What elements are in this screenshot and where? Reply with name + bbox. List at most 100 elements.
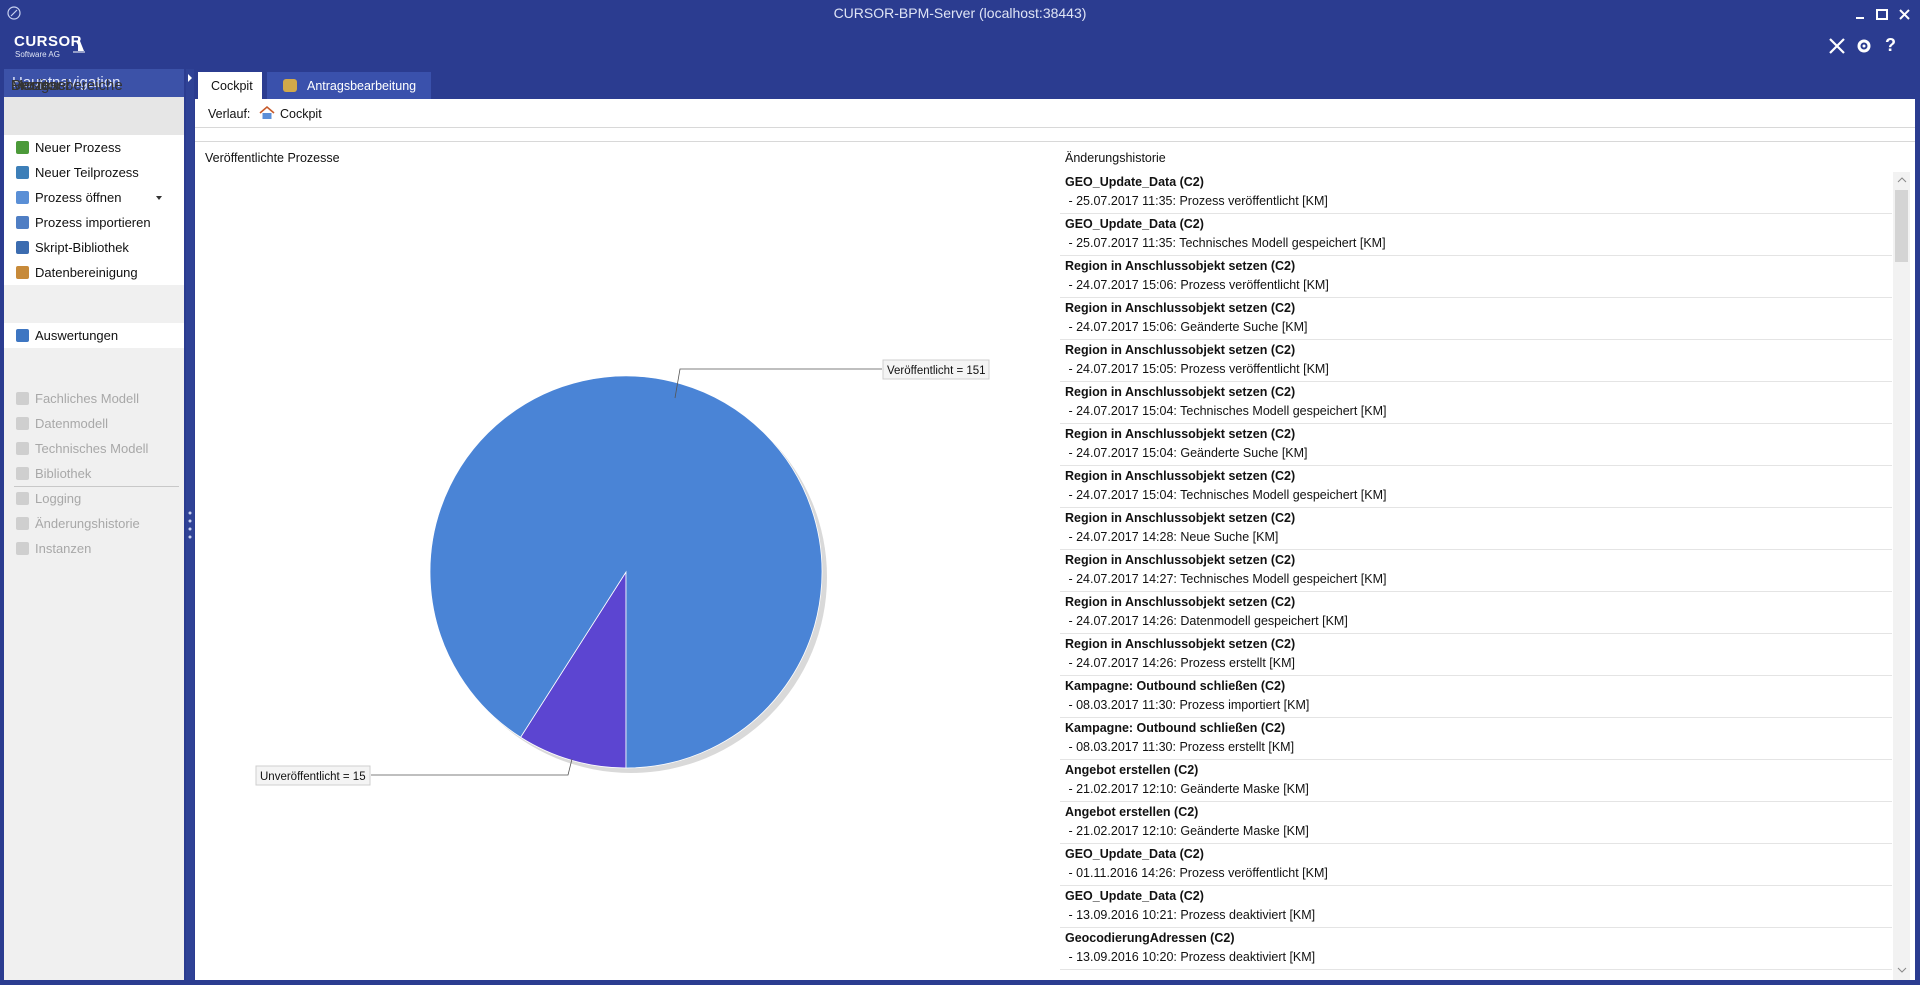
history-entry[interactable]: Region in Anschlussobjekt setzen (C2) - … — [1060, 424, 1892, 466]
nav-label: Datenmodell — [35, 416, 108, 431]
nav-label: Neuer Prozess — [35, 140, 121, 155]
history-entry-title: Region in Anschlussobjekt setzen (C2) — [1065, 427, 1296, 441]
history-entry-title: Region in Anschlussobjekt setzen (C2) — [1065, 637, 1296, 651]
history-entry-title: Kampagne: Outbound schließen (C2) — [1065, 679, 1286, 693]
history-entry[interactable]: Region in Anschlussobjekt setzen (C2) - … — [1060, 592, 1892, 634]
nav-item[interactable]: Neuer Teilprozess — [4, 160, 184, 185]
nav-icon — [16, 442, 29, 455]
navigation-panel: Hauptnavigation Designer Neuer Prozess Neu… — [4, 69, 184, 980]
tab[interactable]: Antragsbearbeitung — [267, 72, 431, 99]
history-entry[interactable]: Region in Anschlussobjekt setzen (C2) - … — [1060, 550, 1892, 592]
help-button[interactable]: ? — [1885, 35, 1896, 55]
tab-label: Cockpit — [211, 79, 253, 93]
scroll-up[interactable] — [1897, 176, 1907, 184]
tab-label: Antragsbearbeitung — [307, 79, 417, 93]
history-entry-title: Region in Anschlussobjekt setzen (C2) — [1065, 511, 1296, 525]
history-entry-detail: - 24.07.2017 14:28: Neue Suche [KM] — [1065, 530, 1279, 544]
nav-label: Logging — [35, 491, 82, 506]
history-entry[interactable]: Region in Anschlussobjekt setzen (C2) - … — [1060, 382, 1892, 424]
history-entry-detail: - 24.07.2017 15:05: Prozess veröffentlic… — [1065, 362, 1329, 376]
history-entry[interactable]: Angebot erstellen (C2) - 21.02.2017 12:1… — [1060, 760, 1892, 802]
history-entry-title: Kampagne: Outbound schließen (C2) — [1065, 721, 1286, 735]
nav-label: Änderungshistorie — [35, 516, 140, 531]
collapse-arrow[interactable] — [187, 71, 193, 85]
history-entry[interactable]: Kampagne: Outbound schließen (C2) - 08.0… — [1060, 676, 1892, 718]
history-entry[interactable]: Region in Anschlussobjekt setzen (C2) - … — [1060, 634, 1892, 676]
history-entry[interactable]: GEO_Update_Data (C2) - 13.09.2016 10:21:… — [1060, 886, 1892, 928]
nav-label: Datenbereinigung — [35, 265, 138, 280]
maximize-button[interactable] — [1876, 9, 1888, 20]
nav-item[interactable]: Auswertungen — [4, 323, 184, 348]
history-entry-detail: - 25.07.2017 11:35: Prozess veröffentlic… — [1065, 194, 1328, 208]
history-entry[interactable]: GEO_Update_Data (C2) - 25.07.2017 11:35:… — [1060, 172, 1892, 214]
nav-item[interactable]: Datenbereinigung — [4, 260, 184, 285]
nav-item[interactable]: Skript-Bibliothek — [4, 235, 184, 260]
nav-icon — [16, 191, 29, 204]
history-entry[interactable]: Angebot erstellen (C2) - 21.02.2017 12:1… — [1060, 802, 1892, 844]
history-entry-detail: - 24.07.2017 15:06: Geänderte Suche [KM] — [1065, 320, 1308, 334]
history-entry-detail: - 21.02.2017 12:10: Geänderte Maske [KM] — [1065, 824, 1309, 838]
splitter[interactable] — [186, 69, 194, 980]
history-entry-title: Region in Anschlussobjekt setzen (C2) — [1065, 469, 1296, 483]
tools-icon[interactable] — [1828, 37, 1846, 55]
navigation-title: Hauptnavigation — [12, 74, 121, 91]
history-entry[interactable]: Region in Anschlussobjekt setzen (C2) - … — [1060, 256, 1892, 298]
scrollbar[interactable] — [1893, 172, 1910, 980]
history-entry[interactable]: GeocodierungAdressen (C2) - 13.09.2016 1… — [1060, 928, 1892, 970]
content-area: Verlauf: Cockpit Veröffentlichte Prozess… — [195, 99, 1915, 980]
pie-slice — [520, 570, 627, 769]
nav-item: Technisches Modell — [4, 436, 184, 461]
history-entry-title: Region in Anschlussobjekt setzen (C2) — [1065, 595, 1296, 609]
history-entry[interactable]: Kampagne: Outbound schließen (C2) - 08.0… — [1060, 718, 1892, 760]
nav-label: Prozess öffnen — [35, 190, 122, 205]
logo-name: CURSOR — [14, 33, 83, 50]
leader-line — [371, 758, 573, 776]
nav-item: Änderungshistorie — [4, 511, 184, 536]
close-button[interactable] — [1899, 9, 1910, 20]
nav-label: Bibliothek — [35, 466, 92, 481]
nav-item: Datenmodell — [4, 411, 184, 436]
settings-icon[interactable] — [1855, 37, 1873, 55]
title-bar: CURSOR-BPM-Server (localhost:38443) CURS… — [0, 0, 1920, 67]
nav-item[interactable]: Prozess öffnen — [4, 185, 184, 210]
nav-item: Logging — [4, 486, 184, 511]
history-entry-title: GEO_Update_Data (C2) — [1065, 217, 1204, 231]
scroll-thumb[interactable] — [1895, 190, 1908, 262]
history-entry[interactable]: Region in Anschlussobjekt setzen (C2) - … — [1060, 508, 1892, 550]
history-entry-title: Angebot erstellen (C2) — [1065, 805, 1199, 819]
scroll-down[interactable] — [1897, 966, 1907, 974]
nav-item[interactable]: Neuer Prozess — [4, 135, 184, 160]
breadcrumb-item[interactable]: Cockpit — [280, 107, 322, 121]
history-entry[interactable]: Region in Anschlussobjekt setzen (C2) - … — [1060, 466, 1892, 508]
history-entry[interactable]: Region in Anschlussobjekt setzen (C2) - … — [1060, 298, 1892, 340]
dropdown-arrow[interactable] — [156, 196, 162, 200]
leader-line — [674, 368, 882, 399]
home-icon — [259, 105, 275, 119]
tab[interactable]: Cockpit — [198, 72, 262, 99]
history-entry-title: GeocodierungAdressen (C2) — [1065, 931, 1235, 945]
nav-icon — [16, 166, 29, 179]
history-title: Änderungshistorie — [1065, 151, 1166, 165]
history-entry[interactable]: GEO_Update_Data (C2) - 25.07.2017 11:35:… — [1060, 214, 1892, 256]
app-icon — [7, 6, 21, 20]
breadcrumb-label: Verlauf: — [208, 107, 251, 121]
history-entry[interactable]: GEO_Update_Data (C2) - 01.11.2016 14:26:… — [1060, 844, 1892, 886]
nav-icon — [16, 241, 29, 254]
pie-chart: Veröffentlicht = 151 Unveröffentlicht = 1… — [255, 359, 990, 786]
history-entry[interactable]: Region in Anschlussobjekt setzen (C2) - … — [1060, 340, 1892, 382]
history-entry-title: Region in Anschlussobjekt setzen (C2) — [1065, 385, 1296, 399]
tab-icon — [283, 79, 297, 92]
history-entry-title: Angebot erstellen (C2) — [1065, 763, 1199, 777]
nav-icon — [16, 492, 29, 505]
history-entry-detail: - 24.07.2017 15:06: Prozess veröffentlic… — [1065, 278, 1329, 292]
nav-label: Instanzen — [35, 541, 92, 556]
nav-icon — [16, 216, 29, 229]
nav-icon — [16, 141, 29, 154]
separator — [14, 486, 179, 487]
nav-icon — [16, 467, 29, 480]
nav-item[interactable]: Prozess importieren — [4, 210, 184, 235]
divider — [195, 141, 1915, 142]
history-entry-detail: - 24.07.2017 15:04: Technisches Modell g… — [1065, 404, 1387, 418]
logo-company: Software AG — [15, 50, 60, 59]
history-entry-title: Region in Anschlussobjekt setzen (C2) — [1065, 259, 1296, 273]
